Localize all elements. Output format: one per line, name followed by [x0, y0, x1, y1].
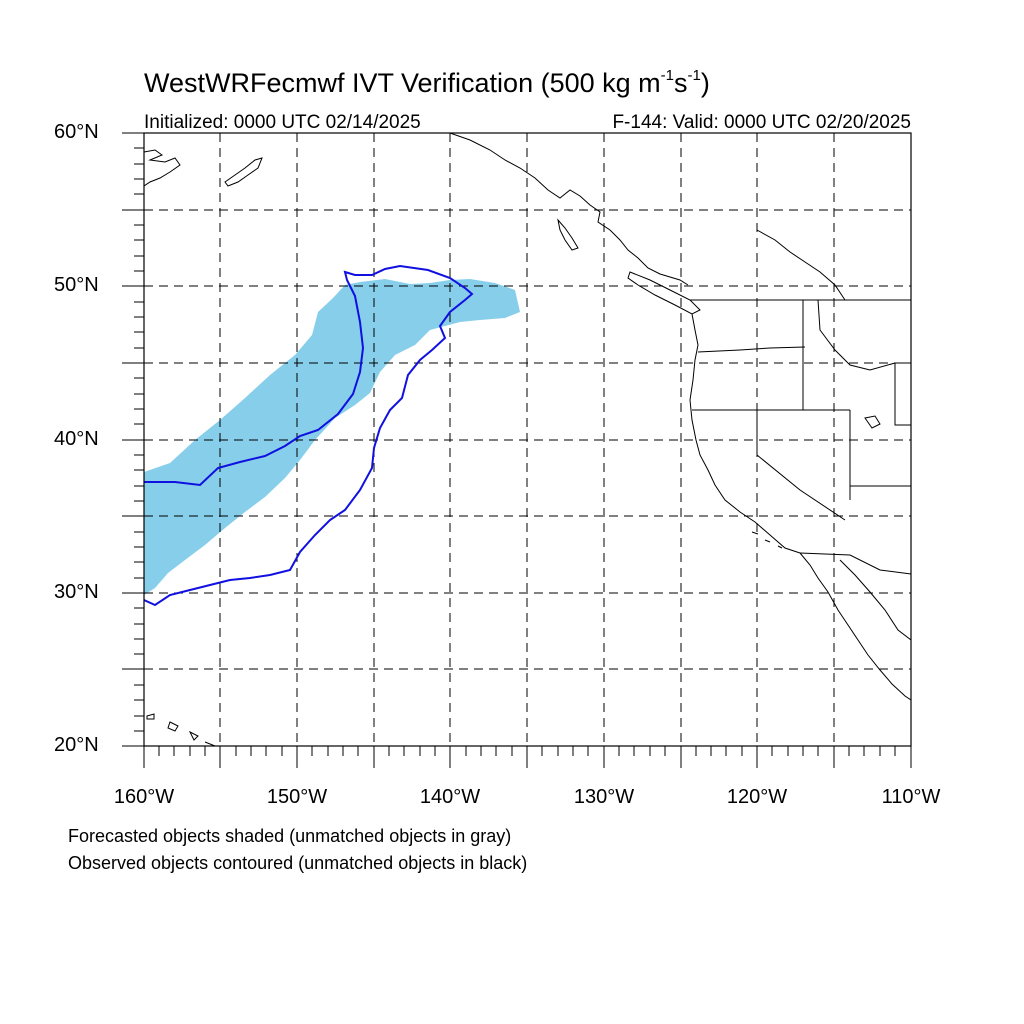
canada-inland-coast	[756, 229, 846, 301]
lat-label-60n: 60°N	[54, 121, 99, 143]
forecast-ivt-object	[144, 279, 520, 595]
observed-objects	[144, 264, 474, 607]
great-salt-lake	[864, 415, 881, 429]
utah-east-border	[894, 363, 911, 426]
vancouver-island	[627, 271, 701, 315]
graticule	[144, 133, 911, 746]
bc-islands	[557, 218, 579, 251]
figure-title: WestWRFecmwf IVT Verification (500 kg m-…	[144, 67, 710, 98]
lat-label-40n: 40°N	[54, 428, 99, 450]
alaska-peninsula-coast	[144, 149, 181, 187]
channel-islands	[751, 531, 783, 549]
init-time-label: Initialized: 0000 UTC 02/14/2025	[144, 112, 421, 133]
montana-border	[817, 299, 911, 371]
washington-oregon-border	[697, 346, 806, 353]
valid-time-label: F-144: Valid: 0000 UTC 02/20/2025	[612, 112, 911, 133]
lon-label-160w: 160°W	[113, 786, 175, 808]
lon-label-130w: 130°W	[573, 786, 635, 808]
lon-label-110w: 110°W	[881, 786, 941, 808]
coastlines	[144, 133, 911, 746]
axis-ticks	[122, 132, 912, 768]
us-west-coast	[689, 313, 801, 554]
alaska-south-coast	[449, 133, 689, 286]
lon-label-150w: 150°W	[266, 786, 328, 808]
lon-label-120w: 120°W	[726, 786, 788, 808]
forecast-objects	[144, 279, 520, 595]
baja-california-coast	[799, 552, 911, 701]
observed-ivt-contour	[144, 264, 474, 607]
lat-label-30n: 30°N	[54, 581, 99, 603]
us-mexico-border	[799, 552, 911, 575]
lat-label-20n: 20°N	[54, 734, 99, 756]
lon-label-140w: 140°W	[419, 786, 481, 808]
forecast-note: Forecasted objects shaded (unmatched obj…	[68, 826, 512, 846]
lat-label-50n: 50°N	[54, 274, 99, 296]
hawaii-islands	[146, 713, 216, 746]
alaska-kodiak-coast	[224, 157, 263, 187]
california-nevada-border	[756, 410, 846, 521]
gulf-of-california-coast	[839, 559, 911, 641]
observed-note: Observed objects contoured (unmatched ob…	[68, 853, 528, 873]
